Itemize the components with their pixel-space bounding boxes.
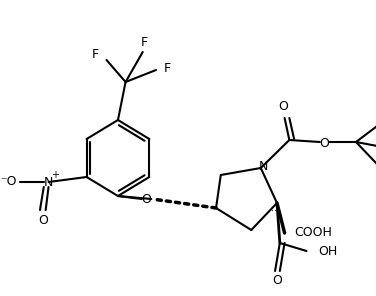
Text: F: F [141,36,148,49]
Text: O: O [142,192,152,205]
Text: F: F [164,62,171,75]
Text: F: F [92,47,99,60]
Text: O: O [272,274,282,287]
Text: COOH: COOH [294,226,332,239]
Text: ⁻O: ⁻O [0,175,16,187]
Text: O: O [320,136,329,149]
Text: O: O [38,213,48,226]
Text: N: N [259,160,268,173]
Text: +: + [51,170,59,180]
Text: OH: OH [318,244,337,258]
Text: N: N [44,176,53,189]
Text: ...: ... [268,203,277,213]
Text: O: O [279,99,288,112]
